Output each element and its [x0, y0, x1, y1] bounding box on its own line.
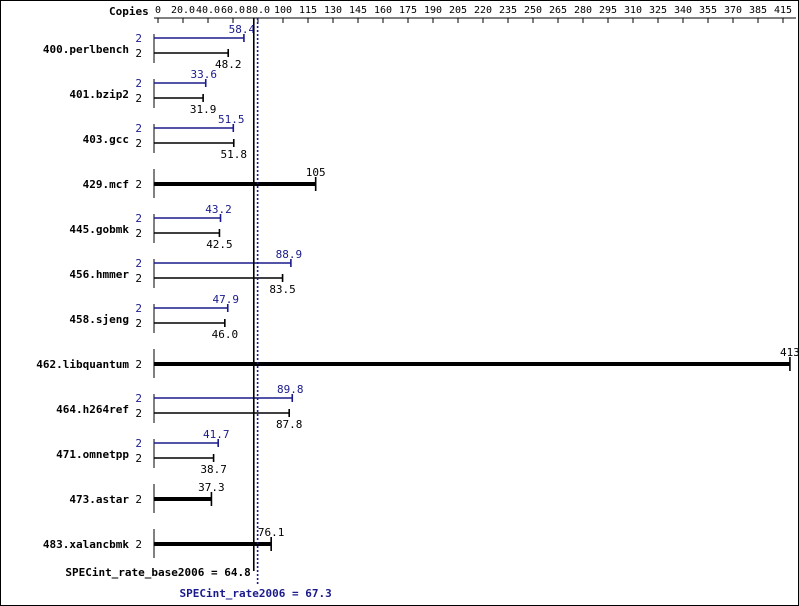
peak-value-label: 47.9: [213, 293, 240, 306]
x-tick-label: 190: [424, 5, 442, 16]
benchmark-label: 473.astar: [69, 493, 129, 506]
base-copies: 2: [135, 47, 142, 60]
base-value-label: 51.8: [221, 148, 248, 161]
peak-copies: 2: [135, 77, 142, 90]
x-tick-label: 250: [524, 5, 542, 16]
x-tick-label: 80.0: [246, 5, 270, 16]
peak-value-label: 33.6: [190, 68, 217, 81]
base-value-label: 42.5: [206, 238, 233, 251]
peak-value-label: 43.2: [205, 203, 232, 216]
base-value-label: 83.5: [269, 283, 296, 296]
peak-copies: 2: [135, 212, 142, 225]
base-value-label: 38.7: [200, 463, 227, 476]
peak-copies: 2: [135, 302, 142, 315]
peak-value-label: 58.4: [229, 23, 256, 36]
benchmark-label: 471.omnetpp: [56, 448, 129, 461]
benchmark-label: 429.mcf: [83, 178, 129, 191]
peak-reference-label: SPECint_rate2006 = 67.3: [179, 587, 331, 600]
x-tick-label: 20.0: [171, 5, 195, 16]
peak-copies: 2: [135, 257, 142, 270]
benchmark-label: 464.h264ref: [56, 403, 129, 416]
copies-label: Copies: [109, 5, 149, 18]
base-copies: 2: [135, 227, 142, 240]
base-value-label: 46.0: [212, 328, 239, 341]
benchmark-label: 458.sjeng: [69, 313, 129, 326]
benchmark-label: 403.gcc: [83, 133, 129, 146]
base-copies: 2: [135, 407, 142, 420]
peak-copies: 2: [135, 437, 142, 450]
benchmark-label: 462.libquantum: [36, 358, 129, 371]
base-value-label: 37.3: [198, 481, 225, 494]
x-tick-label: 205: [449, 5, 467, 16]
benchmark-label: 445.gobmk: [69, 223, 129, 236]
base-copies: 2: [135, 137, 142, 150]
x-tick-label: 385: [749, 5, 767, 16]
base-value-label: 48.2: [215, 58, 242, 71]
base-copies: 2: [135, 452, 142, 465]
x-tick-label: 325: [649, 5, 667, 16]
x-tick-label: 145: [349, 5, 367, 16]
base-copies: 2: [135, 538, 142, 551]
benchmark-label: 400.perlbench: [43, 43, 129, 56]
peak-copies: 2: [135, 122, 142, 135]
x-tick-label: 175: [399, 5, 417, 16]
x-tick-label: 265: [549, 5, 567, 16]
peak-value-label: 88.9: [276, 248, 303, 261]
base-value-label: 76.1: [258, 526, 285, 539]
base-copies: 2: [135, 178, 142, 191]
x-tick-label: 40.0: [196, 5, 220, 16]
x-tick-label: 130: [324, 5, 342, 16]
base-value-label: 105: [306, 166, 326, 179]
x-tick-label: 60.0: [221, 5, 245, 16]
peak-copies: 2: [135, 392, 142, 405]
base-value-label: 87.8: [276, 418, 303, 431]
base-value-label: 413: [780, 346, 798, 359]
x-tick-label: 415: [774, 5, 792, 16]
x-tick-label: 295: [599, 5, 617, 16]
x-tick-label: 100: [274, 5, 292, 16]
x-tick-label: 0: [155, 5, 161, 16]
base-value-label: 31.9: [190, 103, 217, 116]
base-copies: 2: [135, 317, 142, 330]
x-tick-label: 160: [374, 5, 392, 16]
x-tick-label: 115: [299, 5, 317, 16]
x-tick-label: 220: [474, 5, 492, 16]
benchmark-label: 483.xalancbmk: [43, 538, 129, 551]
x-tick-label: 280: [574, 5, 592, 16]
x-tick-label: 235: [499, 5, 517, 16]
base-copies: 2: [135, 272, 142, 285]
x-tick-label: 310: [624, 5, 642, 16]
x-tick-label: 355: [699, 5, 717, 16]
base-copies: 2: [135, 358, 142, 371]
peak-copies: 2: [135, 32, 142, 45]
benchmark-label: 456.hmmer: [69, 268, 129, 281]
peak-value-label: 41.7: [203, 428, 230, 441]
benchmark-label: 401.bzip2: [69, 88, 129, 101]
x-tick-label: 370: [724, 5, 742, 16]
x-tick-label: 340: [674, 5, 692, 16]
base-copies: 2: [135, 92, 142, 105]
base-reference-label: SPECint_rate_base2006 = 64.8: [65, 566, 250, 579]
peak-value-label: 51.5: [218, 113, 245, 126]
peak-value-label: 89.8: [277, 383, 304, 396]
base-copies: 2: [135, 493, 142, 506]
